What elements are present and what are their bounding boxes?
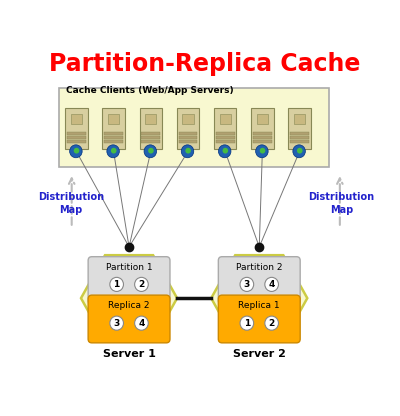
Circle shape: [135, 316, 148, 330]
Circle shape: [218, 145, 231, 158]
FancyBboxPatch shape: [59, 88, 329, 167]
Polygon shape: [288, 108, 311, 149]
Circle shape: [256, 145, 268, 158]
Text: 4: 4: [268, 280, 275, 289]
FancyBboxPatch shape: [253, 132, 272, 135]
Polygon shape: [211, 255, 307, 341]
FancyBboxPatch shape: [108, 114, 119, 124]
FancyBboxPatch shape: [141, 132, 160, 135]
Circle shape: [222, 148, 228, 154]
FancyBboxPatch shape: [178, 132, 197, 135]
FancyBboxPatch shape: [216, 136, 234, 139]
FancyBboxPatch shape: [67, 141, 86, 143]
Circle shape: [293, 145, 305, 158]
Text: Distribution
Map: Distribution Map: [38, 193, 104, 215]
Polygon shape: [81, 255, 177, 341]
FancyBboxPatch shape: [253, 141, 272, 143]
Text: Cache Clients (Web/App Servers): Cache Clients (Web/App Servers): [66, 87, 233, 95]
FancyBboxPatch shape: [253, 136, 272, 139]
FancyBboxPatch shape: [178, 136, 197, 139]
Circle shape: [135, 277, 148, 292]
FancyBboxPatch shape: [88, 295, 170, 343]
FancyBboxPatch shape: [71, 114, 82, 124]
Circle shape: [297, 148, 302, 154]
Text: Partition 1: Partition 1: [106, 262, 152, 272]
Circle shape: [107, 145, 119, 158]
FancyBboxPatch shape: [294, 114, 305, 124]
FancyBboxPatch shape: [220, 114, 231, 124]
Text: Server 2: Server 2: [233, 349, 286, 359]
Circle shape: [181, 145, 194, 158]
Circle shape: [185, 148, 191, 154]
Circle shape: [144, 145, 156, 158]
Text: 3: 3: [244, 280, 250, 289]
FancyBboxPatch shape: [67, 132, 86, 135]
Text: Distribution
Map: Distribution Map: [308, 193, 374, 215]
Text: 2: 2: [138, 280, 144, 289]
Text: 3: 3: [114, 319, 120, 328]
FancyBboxPatch shape: [182, 114, 194, 124]
FancyBboxPatch shape: [104, 141, 123, 143]
FancyBboxPatch shape: [290, 136, 309, 139]
Circle shape: [148, 148, 154, 154]
Polygon shape: [177, 108, 199, 149]
Circle shape: [74, 148, 79, 154]
Circle shape: [70, 145, 82, 158]
Text: Partition 2: Partition 2: [236, 262, 282, 272]
Circle shape: [265, 277, 278, 292]
Circle shape: [265, 316, 278, 330]
Circle shape: [111, 148, 116, 154]
Text: Replica 1: Replica 1: [238, 301, 280, 310]
FancyBboxPatch shape: [104, 136, 123, 139]
FancyBboxPatch shape: [67, 136, 86, 139]
Polygon shape: [65, 108, 88, 149]
FancyBboxPatch shape: [216, 141, 234, 143]
Polygon shape: [140, 108, 162, 149]
Circle shape: [110, 277, 124, 292]
Circle shape: [240, 277, 254, 292]
FancyBboxPatch shape: [216, 132, 234, 135]
FancyBboxPatch shape: [218, 295, 300, 343]
Circle shape: [110, 316, 124, 330]
FancyBboxPatch shape: [145, 114, 156, 124]
FancyBboxPatch shape: [178, 141, 197, 143]
Text: Partition-Replica Cache: Partition-Replica Cache: [49, 52, 361, 76]
FancyBboxPatch shape: [218, 257, 300, 305]
Text: Server 1: Server 1: [103, 349, 156, 359]
FancyBboxPatch shape: [141, 141, 160, 143]
Polygon shape: [214, 108, 236, 149]
Text: 4: 4: [138, 319, 145, 328]
Polygon shape: [251, 108, 274, 149]
FancyBboxPatch shape: [88, 257, 170, 305]
FancyBboxPatch shape: [104, 132, 123, 135]
FancyBboxPatch shape: [290, 132, 309, 135]
FancyBboxPatch shape: [141, 136, 160, 139]
Circle shape: [260, 148, 265, 154]
Text: Replica 2: Replica 2: [108, 301, 150, 310]
Text: 2: 2: [268, 319, 275, 328]
FancyBboxPatch shape: [257, 114, 268, 124]
Polygon shape: [102, 108, 125, 149]
Text: 1: 1: [244, 319, 250, 328]
FancyBboxPatch shape: [290, 141, 309, 143]
Circle shape: [240, 316, 254, 330]
Text: 1: 1: [114, 280, 120, 289]
